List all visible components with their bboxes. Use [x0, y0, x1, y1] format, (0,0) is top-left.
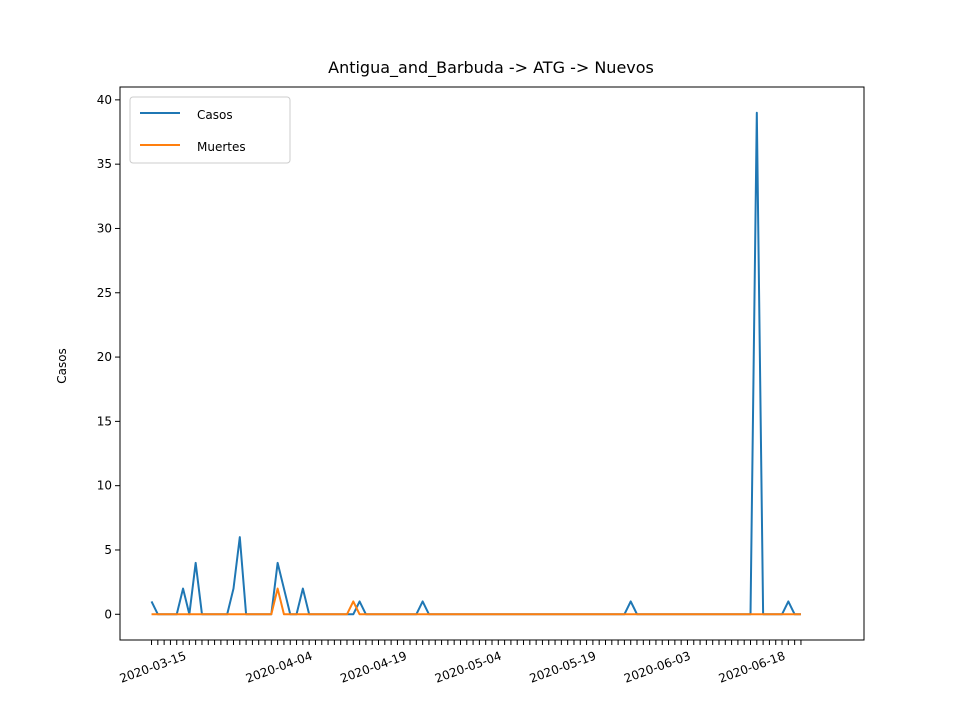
- y-tick-label: 10: [97, 479, 112, 493]
- legend-label: Casos: [197, 108, 233, 122]
- y-tick-label: 0: [104, 607, 112, 621]
- legend: Casos Muertes: [129, 96, 291, 164]
- y-tick-label: 35: [97, 157, 112, 171]
- series-line-muertes: [151, 587, 801, 616]
- plot-frame: [119, 86, 865, 641]
- x-axis-ticks: 2020-03-15 2020-04-04 2020-04-19 2020-05-04…: [118, 640, 802, 686]
- y-axis-ticks: 0 5 10 15 20 25 30 35 40: [97, 93, 120, 621]
- x-tick-label: 2020-03-15: [118, 649, 188, 686]
- y-axis-label: Casos: [55, 348, 69, 384]
- y-tick-label: 20: [97, 350, 112, 364]
- x-tick-label: 2020-05-04: [433, 649, 503, 686]
- legend-label: Muertes: [197, 140, 246, 154]
- x-tick-label: 2020-06-03: [622, 649, 692, 686]
- y-tick-label: 25: [97, 286, 112, 300]
- x-tick-label: 2020-04-04: [244, 649, 314, 686]
- series-lines: [150, 111, 801, 616]
- y-tick-label: 15: [97, 414, 112, 428]
- x-tick-label: 2020-05-19: [528, 649, 598, 686]
- series-line-casos: [150, 111, 801, 616]
- y-tick-label: 40: [97, 93, 112, 107]
- x-tick-label: 2020-06-18: [717, 649, 787, 686]
- chart-title: Antigua_and_Barbuda -> ATG -> Nuevos: [328, 58, 654, 78]
- y-tick-label: 5: [104, 543, 112, 557]
- y-tick-label: 30: [97, 221, 112, 235]
- x-tick-label: 2020-04-19: [338, 649, 408, 686]
